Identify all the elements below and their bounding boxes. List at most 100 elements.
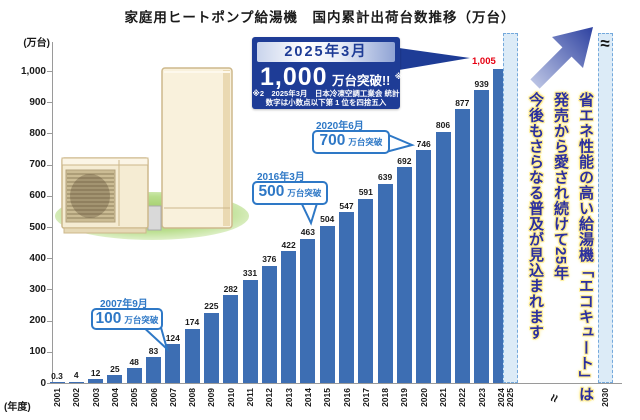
y-axis-unit-label: (万台)	[23, 38, 50, 49]
value-label-2004: 25	[110, 363, 120, 374]
bar-2005	[126, 368, 142, 383]
bar-2013	[281, 251, 297, 383]
year-label-2019: 2019	[399, 388, 410, 407]
bar-2001	[49, 382, 65, 383]
year-label-2010: 2010	[225, 388, 236, 407]
year-label-2016: 2016	[341, 388, 352, 407]
main-callout-number: 1,000	[260, 63, 328, 91]
milestone-500-suffix: 万台突破	[287, 188, 322, 198]
ytick-label-400: 400	[29, 252, 46, 264]
ytick-mark-400	[47, 258, 52, 260]
bar-2008	[184, 328, 200, 383]
value-label-2019: 692	[397, 155, 412, 166]
value-label-2021: 806	[435, 120, 451, 131]
value-label-2018: 639	[378, 172, 393, 183]
value-label-2008: 174	[185, 317, 200, 328]
year-label-2013: 2013	[283, 388, 294, 407]
year-label-2025: 2025	[505, 388, 515, 407]
year-label-2007: 2007	[167, 388, 178, 407]
year-label-2002: 2002	[71, 388, 82, 407]
year-label-2003: 2003	[90, 388, 101, 407]
bar-2010	[223, 295, 239, 383]
side-promo-text: 省エネ性能の高い給湯機「エコキュート」は 発売から愛され続けて25年 今後もさら…	[518, 92, 598, 420]
main-milestone-callout: 2025年3月 1,000 万台突破!! ※2 ※2 2025年3月 日本冷凍空…	[252, 37, 407, 109]
year-label-2030: 2030	[600, 388, 610, 407]
bar-2017	[358, 198, 374, 383]
value-label-2001: 0.3	[51, 370, 63, 381]
year-label-2011: 2011	[245, 388, 255, 407]
ytick-label-0: 0	[40, 377, 46, 389]
value-label-2007: 124	[165, 332, 180, 343]
x-axis-unit-label: (年度)	[4, 402, 31, 413]
ytick-mark-0	[47, 383, 52, 384]
bar-2020	[416, 150, 432, 383]
ytick-mark-200	[47, 320, 52, 322]
year-label-2008: 2008	[187, 388, 198, 407]
ytick-mark-300	[47, 289, 52, 291]
ytick-mark-500	[47, 227, 52, 228]
value-label-2003: 12	[90, 367, 101, 378]
ytick-mark-100	[47, 351, 52, 353]
value-label-2009: 225	[204, 301, 219, 312]
value-label-2017: 591	[358, 187, 373, 198]
side-promo-line-1: 省エネ性能の高い給湯機「エコキュート」は	[577, 92, 594, 402]
ytick-label-800: 800	[29, 127, 46, 139]
ytick-label-500: 500	[29, 221, 46, 233]
bar-2004	[107, 375, 123, 383]
chart-title: 家庭用ヒートポンプ給湯機 国内累計出荷台数推移（万台）	[124, 10, 516, 25]
milestone-500-number: 500	[258, 183, 285, 200]
value-label-2020: 746	[416, 138, 431, 149]
ytick-label-100: 100	[29, 346, 46, 358]
bar-2003	[88, 379, 104, 383]
main-callout-suffix: 万台突破!!	[332, 74, 391, 88]
bar-2009	[203, 312, 219, 383]
bar-2023	[474, 90, 490, 383]
ecocute-illustration	[55, 67, 249, 240]
projected-bar-2030	[597, 33, 613, 383]
value-label-2011: 331	[242, 268, 258, 279]
year-label-2001: 2001	[52, 388, 62, 407]
bar-2015	[319, 225, 335, 383]
year-label-2021: 2021	[438, 388, 448, 407]
milestone-500-date: 2016年3月	[257, 172, 305, 183]
year-label-2015: 2015	[322, 388, 333, 407]
projected-bar-2025	[502, 33, 518, 383]
milestone-700-suffix: 万台突破	[348, 137, 383, 147]
year-label-2022: 2022	[457, 388, 468, 407]
milestone-100-date: 2007年9月	[100, 299, 148, 310]
main-callout-note2: 数字は小数点以下第 1 位を四捨五入	[265, 98, 387, 107]
year-label-2009: 2009	[206, 388, 217, 407]
ytick-mark-900	[47, 102, 52, 104]
year-label-2017: 2017	[360, 388, 371, 407]
side-promo-line-3: 今後もさらなる普及が見込まれます	[527, 92, 544, 340]
value-label-2015: 504	[320, 214, 335, 225]
bar-break-symbol: ≈	[600, 34, 610, 53]
ytick-label-600: 600	[29, 190, 46, 202]
ytick-mark-600	[47, 195, 52, 197]
value-label-2014: 463	[300, 227, 315, 238]
main-callout-header: 2025年3月	[257, 42, 395, 62]
y-axis-line	[52, 42, 53, 383]
bar-2011	[242, 279, 258, 383]
bar-2022	[454, 109, 470, 383]
ytick-label-700: 700	[29, 159, 46, 171]
value-label-2010: 282	[223, 283, 238, 294]
bar-2007	[165, 344, 181, 383]
year-label-2004: 2004	[109, 388, 120, 407]
bar-2016	[339, 212, 354, 383]
main-callout-note1: ※2 2025年3月 日本冷凍空調工業会 統計	[252, 89, 400, 98]
tank-unit-icon	[161, 67, 233, 229]
milestone-100-number: 100	[95, 310, 122, 327]
bar-2021	[435, 131, 451, 383]
bar-2002	[68, 381, 84, 383]
year-label-2023: 2023	[476, 388, 487, 407]
x-axis-line	[52, 383, 622, 384]
year-label-2012: 2012	[264, 388, 275, 407]
milestone-100-suffix: 万台突破	[124, 315, 159, 325]
bar-2012	[261, 265, 277, 383]
bar-2006	[146, 357, 161, 383]
side-promo-line-2: 発売から愛され続けて25年	[552, 92, 569, 281]
year-label-2005: 2005	[129, 388, 140, 407]
year-label-2014: 2014	[302, 388, 313, 407]
